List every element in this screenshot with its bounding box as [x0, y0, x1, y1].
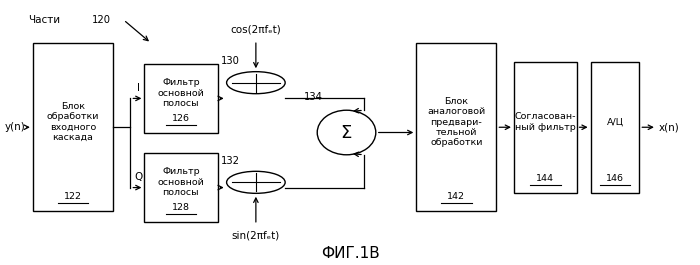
Text: I: I [137, 83, 140, 93]
Text: Q: Q [134, 172, 143, 182]
FancyBboxPatch shape [144, 153, 218, 222]
Text: Части: Части [28, 15, 60, 25]
Text: Блок
аналоговой
предвари-
тельной
обработки: Блок аналоговой предвари- тельной обрабо… [427, 97, 486, 147]
Text: А/Ц: А/Ц [606, 117, 624, 126]
Circle shape [227, 72, 285, 94]
Circle shape [227, 171, 285, 193]
Text: Согласован-
ный фильтр: Согласован- ный фильтр [514, 112, 576, 132]
Text: Блок
обработки
входного
каскада: Блок обработки входного каскада [47, 102, 99, 142]
FancyBboxPatch shape [514, 62, 577, 193]
Text: 146: 146 [606, 174, 624, 183]
Text: ФИГ.1В: ФИГ.1В [321, 246, 379, 261]
Text: 128: 128 [172, 203, 190, 212]
Text: y(n): y(n) [5, 122, 26, 132]
Text: $\Sigma$: $\Sigma$ [340, 123, 353, 142]
Text: sin(2πfₑt): sin(2πfₑt) [232, 230, 280, 240]
Text: 122: 122 [64, 192, 82, 201]
Text: 134: 134 [304, 92, 323, 102]
FancyBboxPatch shape [144, 64, 218, 132]
Text: 144: 144 [536, 174, 554, 183]
Text: 126: 126 [172, 114, 190, 123]
Text: 142: 142 [447, 192, 466, 201]
Ellipse shape [317, 110, 376, 155]
Text: x(n): x(n) [659, 122, 680, 132]
Text: Фильтр
основной
полосы: Фильтр основной полосы [158, 167, 204, 197]
Text: cos(2πfₑt): cos(2πfₑt) [230, 25, 281, 35]
Text: 120: 120 [92, 15, 111, 25]
FancyBboxPatch shape [33, 43, 113, 211]
Text: 130: 130 [220, 56, 239, 67]
FancyBboxPatch shape [416, 43, 496, 211]
Text: Фильтр
основной
полосы: Фильтр основной полосы [158, 78, 204, 108]
Text: 132: 132 [220, 156, 239, 166]
FancyBboxPatch shape [591, 62, 639, 193]
